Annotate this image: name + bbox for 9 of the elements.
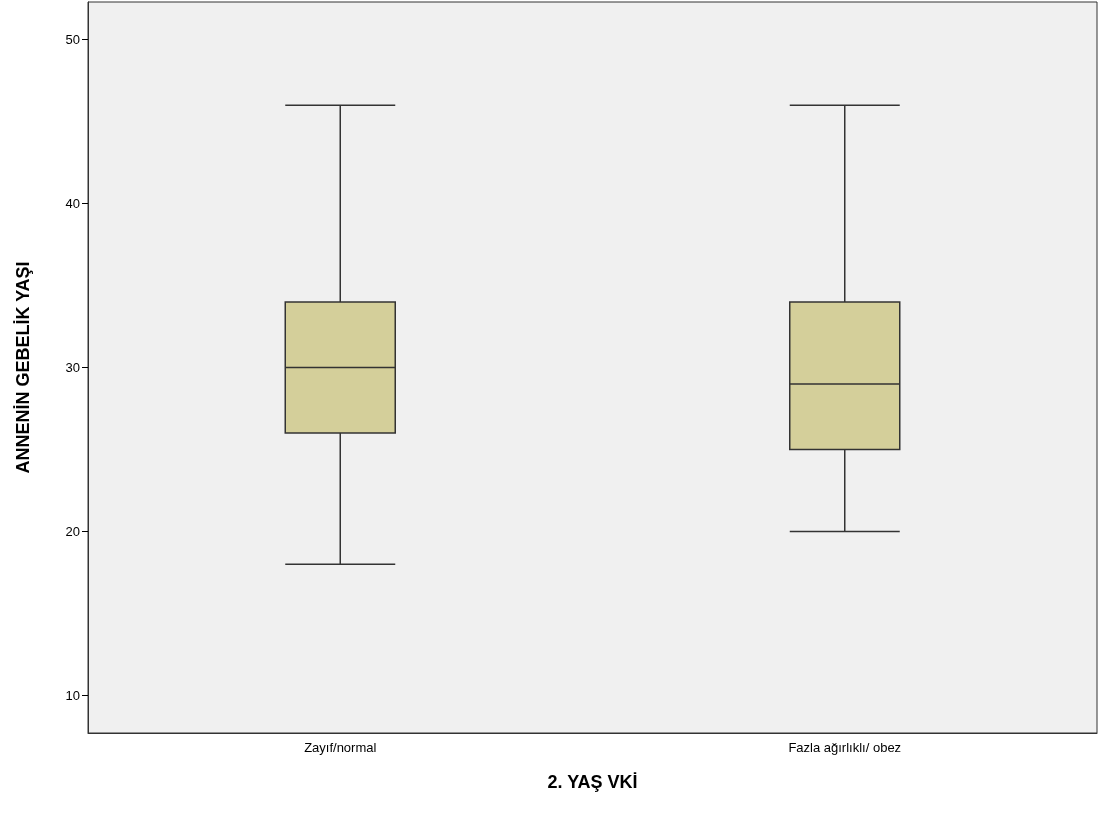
y-tick-label: 30 <box>65 360 80 375</box>
y-tick-label: 10 <box>65 687 80 703</box>
y-tick-label: 40 <box>65 196 80 212</box>
x-axis-title: 2. YAŞ VKİ <box>547 772 638 792</box>
x-tick-label: Fazla ağırlıklı/ obez <box>788 740 902 755</box>
y-tick-label: 20 <box>65 523 80 539</box>
x-tick-label: Zayıf/normal <box>304 740 377 755</box>
y-tick-label: 50 <box>65 32 80 48</box>
y-axis-title: ANNENİN GEBELİK YAŞI <box>13 261 33 474</box>
